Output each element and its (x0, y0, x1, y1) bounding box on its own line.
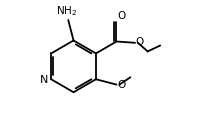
Text: N: N (39, 75, 48, 85)
Text: O: O (117, 11, 125, 21)
Text: NH$_2$: NH$_2$ (56, 4, 77, 18)
Text: O: O (117, 80, 125, 90)
Text: O: O (136, 37, 144, 47)
